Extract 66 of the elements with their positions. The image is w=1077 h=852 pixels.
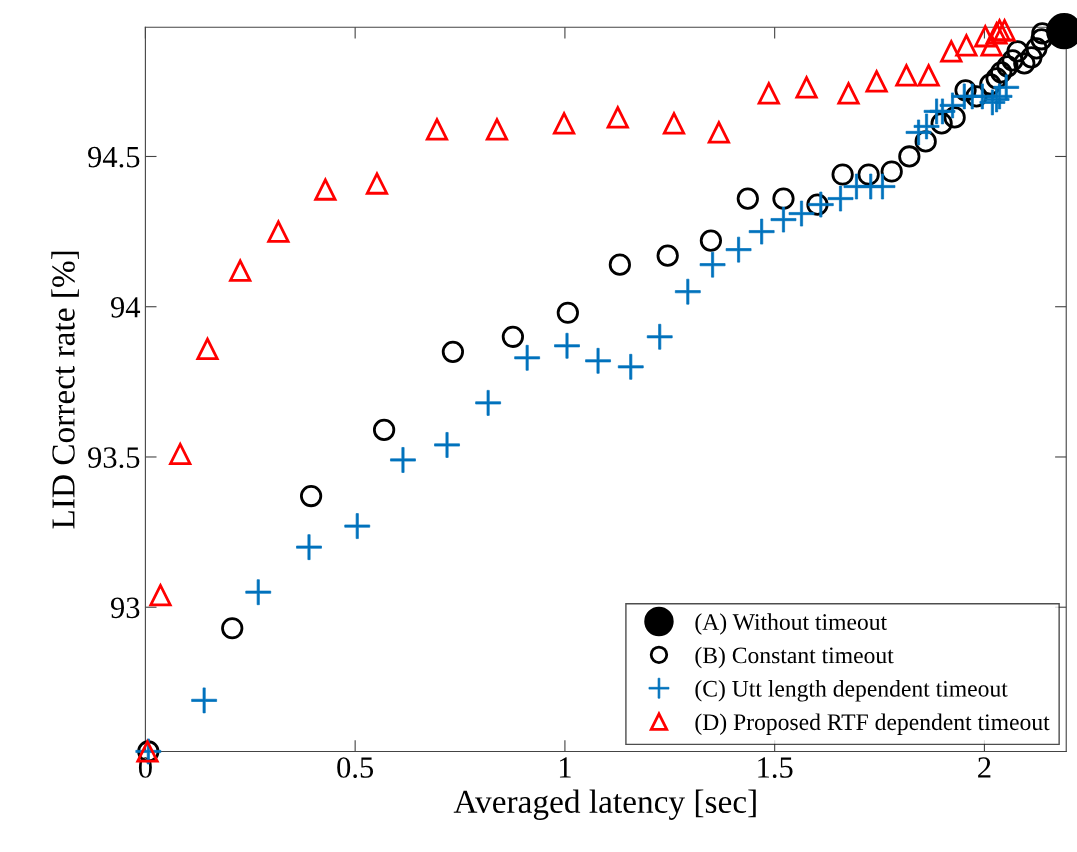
point [943, 106, 966, 129]
x-tick-label: 1.5 [758, 757, 793, 778]
x-axis-title: Averaged latency [sec] [453, 789, 756, 820]
point [985, 67, 1008, 90]
point [1025, 37, 1048, 60]
point [990, 61, 1013, 84]
legend-label: (A) Without timeout [695, 613, 887, 635]
point [169, 442, 192, 466]
point [880, 160, 903, 183]
point [857, 163, 880, 186]
point [930, 112, 953, 135]
legend-label: (B) Constant timeout [695, 646, 894, 669]
point [608, 253, 631, 276]
point [1020, 46, 1043, 69]
point [772, 187, 795, 210]
point [299, 484, 323, 508]
legend-label: (C) Utt length dependent timeout [695, 680, 1008, 702]
point [485, 118, 509, 141]
point [365, 172, 389, 195]
point [1013, 52, 1036, 75]
point [865, 70, 888, 93]
point [831, 163, 854, 186]
point [1030, 28, 1053, 51]
x-tick-label: 0.5 [337, 757, 374, 778]
point [267, 220, 290, 243]
point [656, 244, 679, 267]
y-tick-label: 93 [110, 597, 140, 619]
point [736, 187, 759, 210]
legend-label: (D) Proposed RTF dependent timeout [695, 713, 1050, 735]
point [996, 55, 1019, 78]
x-tick-label: 2 [978, 757, 991, 778]
point [221, 617, 244, 640]
point [795, 76, 818, 99]
point [917, 64, 940, 87]
y-tick-label: 94 [110, 297, 141, 318]
point [954, 79, 977, 102]
point [662, 112, 686, 135]
point [149, 584, 172, 607]
point [955, 34, 978, 57]
point [699, 229, 723, 252]
point [314, 178, 337, 201]
point [757, 82, 780, 105]
y-tick-label: 94.5 [88, 146, 140, 168]
point [552, 112, 576, 135]
point [898, 145, 921, 168]
point [837, 82, 860, 105]
point [1006, 40, 1029, 63]
point [940, 40, 963, 63]
point [895, 64, 918, 87]
point [372, 418, 396, 442]
point [974, 25, 997, 48]
point [1001, 49, 1024, 72]
point [196, 337, 219, 360]
y-axis-title: LID Correct rate [%] [51, 251, 79, 529]
point [501, 325, 524, 348]
x-tick-label: 1 [559, 757, 571, 778]
point [993, 19, 1016, 42]
point [606, 106, 629, 129]
point [707, 121, 730, 144]
point [806, 193, 829, 216]
y-tick-label: 93.5 [88, 447, 140, 469]
point [228, 257, 253, 282]
point [441, 340, 465, 363]
point [556, 301, 579, 324]
point [425, 118, 449, 141]
point [980, 34, 1003, 57]
